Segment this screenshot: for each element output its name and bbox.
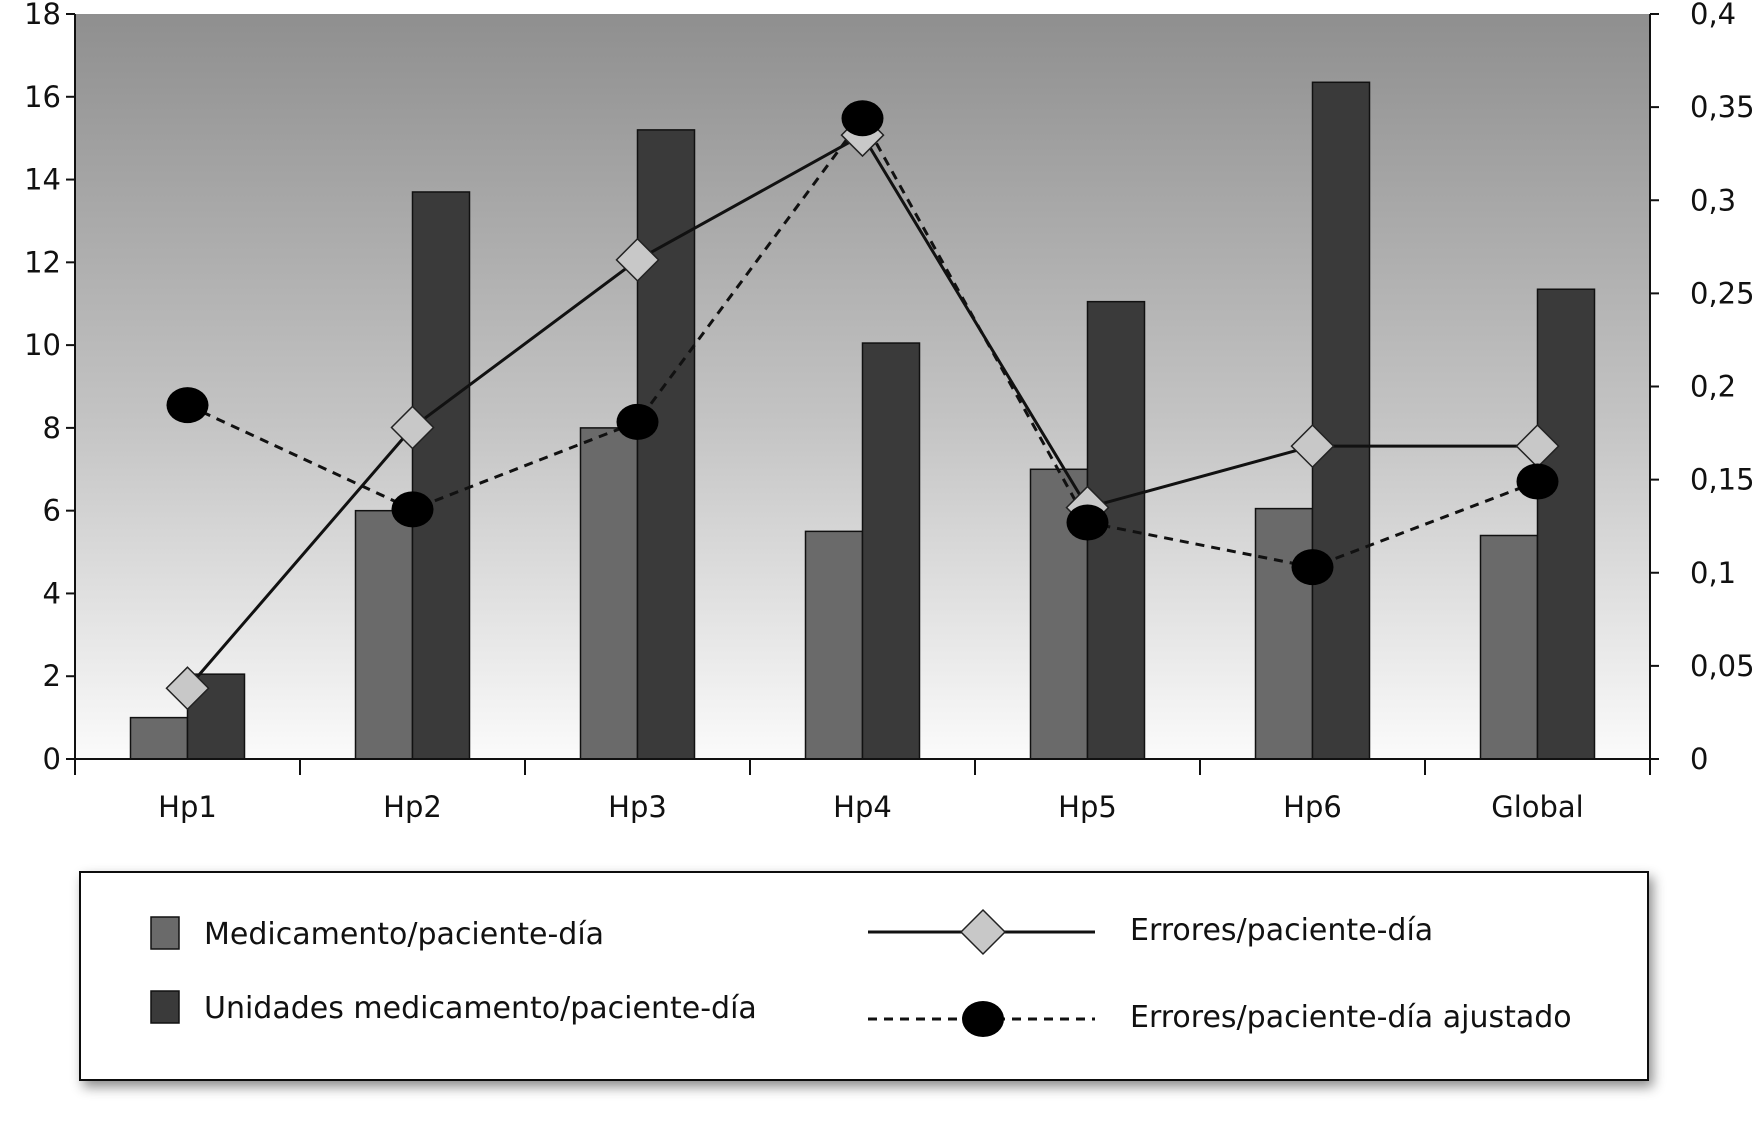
bar-unidades [1311,81,1371,760]
left-axis-ticks: 0 2 4 6 8 10 12 14 16 18 [24,0,75,776]
right-axis-ticks: 0 0,05 0,1 0,15 0,2 0,25 0,3 0,35 0,4 [1650,0,1755,776]
right-tick-label: 0,4 [1690,0,1736,31]
x-axis-ticks: Hp1 Hp2 Hp3 Hp4 Hp5 Hp6 Global [74,759,1651,824]
bar-medicamento [1479,534,1539,760]
left-tick-label: 6 [43,494,61,528]
marker-errores-ajustado [391,491,434,528]
bar-medicamento [129,716,189,760]
right-tick-label: 0,05 [1690,649,1755,683]
bar-unidades [1536,288,1596,760]
bar-unidades [861,342,921,760]
left-tick-label: 8 [43,411,61,445]
bar-medicamento [1254,507,1314,760]
legend-circle-marker [962,1001,1004,1037]
x-tick-label: Hp4 [833,790,892,824]
marker-errores [390,405,435,450]
marker-errores [165,666,210,711]
left-tick-label: 10 [24,328,61,362]
legend: Medicamento/paciente-día Unidades medica… [79,871,1649,1081]
right-tick-label: 0 [1690,742,1708,776]
legend-label-errores: Errores/paciente-día [1130,913,1433,948]
left-tick-label: 0 [43,742,61,776]
x-tick-label: Hp5 [1058,790,1117,824]
bar-unidades [636,129,696,760]
legend-swatch-medicamento [150,916,180,950]
bar-medicamento [579,427,639,760]
legend-diamond-marker [959,908,1007,956]
right-tick-label: 0,2 [1690,370,1736,404]
left-tick-label: 18 [24,0,61,31]
markers-layer [165,100,1560,711]
bars-layer [129,81,1596,760]
right-tick-label: 0,25 [1690,276,1755,310]
bar-unidades [411,191,471,760]
right-tick-label: 0,35 [1690,90,1755,124]
legend-label-errores-ajustado: Errores/paciente-día ajustado [1130,1000,1572,1035]
x-tick-label: Global [1491,790,1584,824]
bar-medicamento [354,509,414,760]
marker-errores-ajustado [1516,463,1559,500]
marker-errores-ajustado [616,403,659,440]
left-tick-label: 4 [43,576,61,610]
legend-box [79,871,1649,1081]
x-tick-label: Hp2 [383,790,442,824]
right-tick-label: 0,1 [1690,556,1736,590]
right-tick-label: 0,15 [1690,463,1755,497]
legend-label-unidades: Unidades medicamento/paciente-día [204,991,757,1026]
left-tick-label: 16 [24,80,61,114]
left-tick-label: 12 [24,245,61,279]
marker-errores-ajustado [166,387,209,424]
marker-errores-ajustado [1291,549,1334,586]
marker-errores [615,237,660,282]
x-tick-label: Hp6 [1283,790,1342,824]
legend-label-medicamento: Medicamento/paciente-día [204,917,604,952]
marker-errores [1290,424,1335,469]
legend-swatch-unidades [150,990,180,1024]
left-tick-label: 2 [43,659,61,693]
x-tick-label: Hp1 [158,790,217,824]
bar-medicamento [804,530,864,760]
x-tick-label: Hp3 [608,790,667,824]
left-tick-label: 14 [24,163,61,197]
marker-errores-ajustado [1066,504,1109,541]
marker-errores-ajustado [841,100,884,137]
right-tick-label: 0,3 [1690,183,1736,217]
